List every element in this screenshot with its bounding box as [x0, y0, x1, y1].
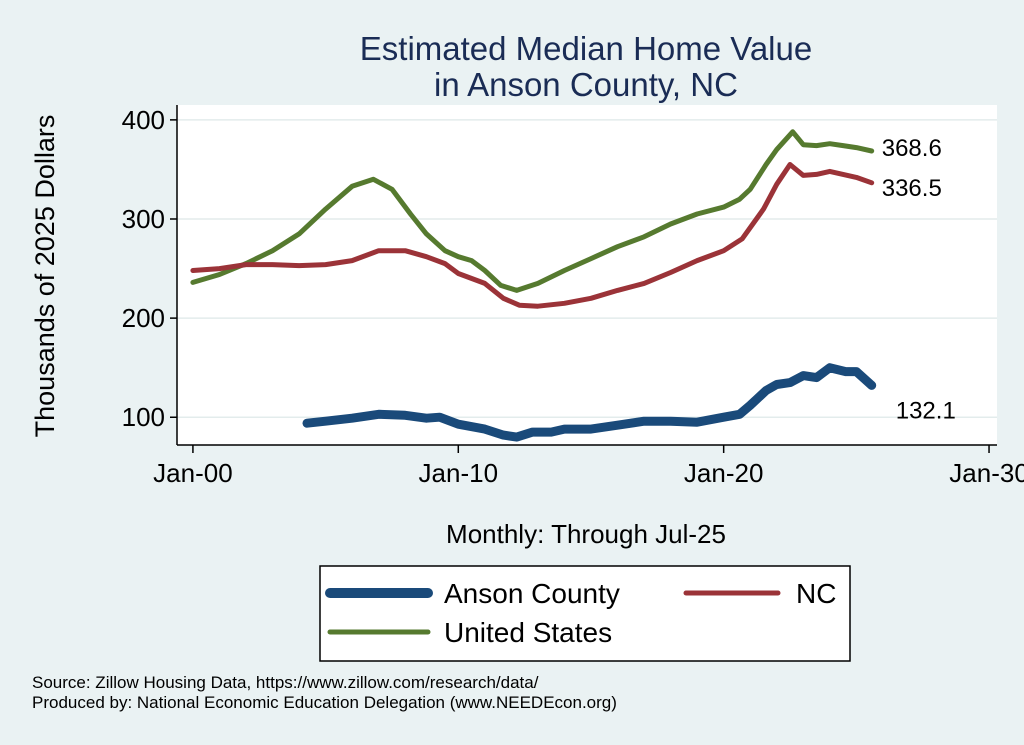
chart-title-line2: in Anson County, NC [434, 66, 738, 103]
legend-label-united-states: United States [444, 617, 612, 648]
x-tick-label-Jan-10: Jan-10 [419, 458, 499, 488]
y-tick-label-200: 200 [122, 303, 165, 333]
y-tick-label-400: 400 [122, 105, 165, 135]
x-tick-label-Jan-30: Jan-30 [949, 458, 1024, 488]
series-line-united-states [190, 129, 875, 293]
y-axis: 100 200 300 400 [122, 105, 178, 445]
series-line-anson-county [302, 363, 877, 442]
end-labels: 368.6 336.5 132.1 [882, 135, 956, 424]
legend-box [319, 565, 851, 662]
x-tick-label-Jan-00: Jan-00 [153, 458, 233, 488]
series-line-nc [190, 162, 875, 309]
end-label-nc: 336.5 [882, 175, 942, 202]
y-axis-title: Thousands of 2025 Dollars [30, 115, 60, 438]
y-tick-label-300: 300 [122, 204, 165, 234]
x-axis-title: Monthly: Through Jul-25 [446, 519, 726, 549]
legend-label-nc: NC [796, 578, 836, 609]
footer-produced-by: Produced by: National Economic Education… [32, 693, 617, 712]
x-tick-label-Jan-20: Jan-20 [684, 458, 764, 488]
x-axis: Jan-00 Jan-10 Jan-20 Jan-30 [153, 444, 1024, 488]
chart-title-line1: Estimated Median Home Value [360, 30, 812, 67]
series-lines [190, 129, 877, 442]
y-tick-label-100: 100 [122, 402, 165, 432]
end-label-united-states: 368.6 [882, 135, 942, 162]
legend: Anson County NC United States [319, 565, 851, 662]
footer-source: Source: Zillow Housing Data, https://www… [32, 673, 539, 692]
plot-area [177, 105, 997, 445]
end-label-anson-county: 132.1 [896, 397, 956, 424]
legend-label-anson-county: Anson County [444, 578, 620, 609]
